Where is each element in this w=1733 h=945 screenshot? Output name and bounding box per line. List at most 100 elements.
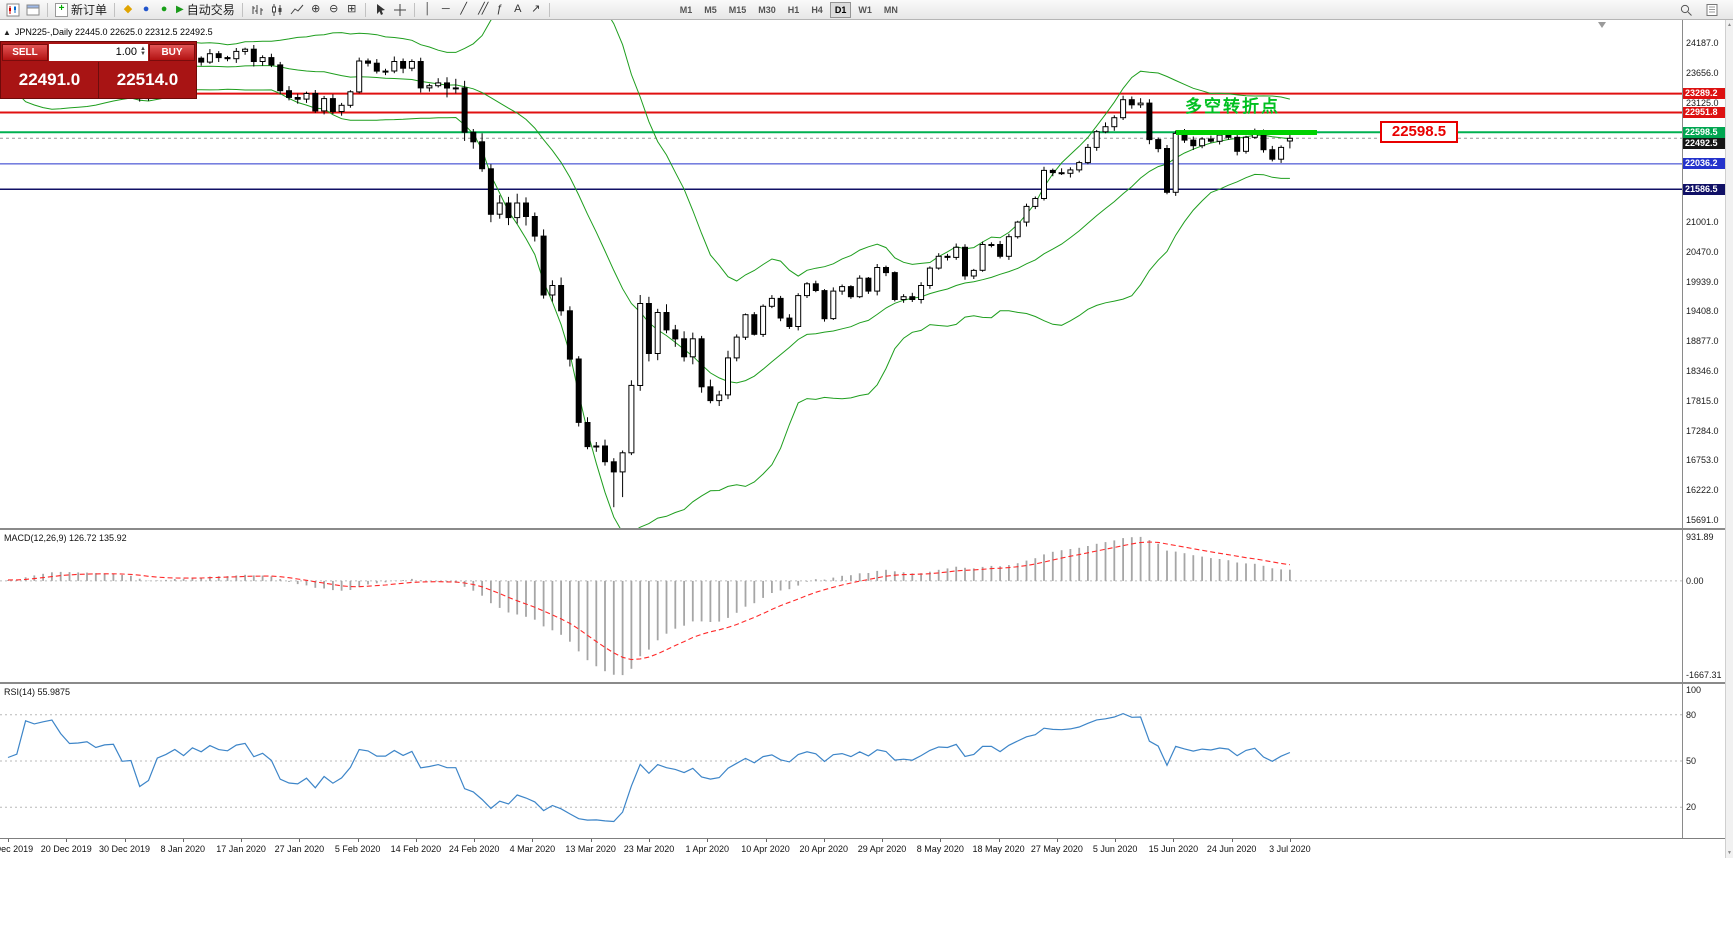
- notes-button[interactable]: [1702, 1, 1722, 19]
- date-tick: [823, 839, 825, 842]
- refresh-icon: ●: [160, 3, 168, 15]
- date-tick: [707, 839, 709, 842]
- one-click-collapse-icon[interactable]: ▲: [3, 27, 11, 37]
- timeframe-m30[interactable]: M30: [753, 2, 781, 18]
- date-label: 1 Apr 2020: [685, 844, 729, 854]
- fibonacci-button[interactable]: ƒ: [491, 1, 509, 19]
- scroll-down-icon[interactable]: ▼: [1727, 850, 1732, 856]
- date-label: 5 Feb 2020: [334, 844, 381, 854]
- timeframe-m1[interactable]: M1: [675, 2, 698, 18]
- timeframe-mn[interactable]: MN: [879, 2, 903, 18]
- candlestick-icon: [271, 3, 282, 16]
- date-tick: [1289, 839, 1291, 842]
- timeframe-h4[interactable]: H4: [806, 2, 828, 18]
- date-label: 29 Apr 2020: [857, 844, 907, 854]
- date-label: 14 Feb 2020: [390, 844, 442, 854]
- date-axis[interactable]: 11 Dec 2019 20 Dec 2019 30 Dec 2019 8 Jan 2…: [0, 838, 1733, 858]
- favorites-button[interactable]: ◆: [119, 1, 137, 19]
- turning-point-text[interactable]: 多空转折点: [1185, 97, 1280, 116]
- axis-label: 15691.0: [1686, 515, 1719, 526]
- zoom-out-icon: ⊖: [329, 3, 339, 15]
- date-label: 13 Mar 2020: [565, 844, 616, 854]
- axis-label: 18346.0: [1686, 366, 1719, 377]
- bar-chart-button[interactable]: [247, 1, 267, 19]
- community-button[interactable]: ●: [137, 1, 155, 19]
- text-tool-button[interactable]: A: [509, 1, 527, 19]
- chart-shift-marker[interactable]: [1598, 22, 1606, 28]
- line-chart-button[interactable]: [287, 1, 307, 19]
- buy-button[interactable]: BUY: [149, 43, 195, 61]
- pane-divider[interactable]: [0, 682, 1733, 684]
- chart-scrollbar[interactable]: ▲ ▼: [1725, 20, 1733, 858]
- date-tick: [882, 839, 884, 842]
- tile-windows-button[interactable]: ⊞: [343, 1, 361, 19]
- spinner-down-icon[interactable]: ▼: [140, 51, 146, 57]
- zoom-out-button[interactable]: ⊖: [325, 1, 343, 19]
- rsi-canvas[interactable]: [0, 684, 1682, 838]
- new-order-icon: +: [55, 2, 68, 17]
- arrow-tool-button[interactable]: ↗: [527, 1, 545, 19]
- search-icon: [1680, 4, 1692, 16]
- axis-label: 20470.0: [1686, 246, 1719, 257]
- horizontal-line-button[interactable]: ─: [437, 1, 455, 19]
- price-tag: 22492.5: [1683, 138, 1727, 150]
- axis-label: 18877.0: [1686, 336, 1719, 347]
- timeframe-w1[interactable]: W1: [853, 2, 877, 18]
- new-order-button[interactable]: + 新订单: [52, 1, 110, 19]
- bar-chart-icon: [252, 4, 263, 15]
- buy-price[interactable]: 22514.0: [116, 70, 179, 89]
- timeframe-d1[interactable]: D1: [829, 1, 852, 18]
- zoom-in-button[interactable]: ⊕: [307, 1, 325, 19]
- channel-button[interactable]: ╱╱: [473, 1, 491, 19]
- profiles-button[interactable]: [23, 1, 43, 19]
- date-tick: [415, 839, 417, 842]
- date-label: 3 Jul 2020: [1269, 844, 1311, 854]
- sell-price[interactable]: 22491.0: [1, 62, 99, 98]
- candlestick-chart-button[interactable]: [267, 1, 287, 19]
- timeframe-h1[interactable]: H1: [783, 2, 805, 18]
- trendline-button[interactable]: ╱: [455, 1, 473, 19]
- pane-divider[interactable]: [0, 528, 1733, 530]
- date-label: 20 Apr 2020: [799, 844, 849, 854]
- cursor-button[interactable]: [370, 1, 390, 19]
- price-annotation-box[interactable]: 22598.5: [1380, 121, 1458, 143]
- spinner-up-icon[interactable]: ▲: [140, 46, 146, 52]
- cursor-icon: [376, 3, 385, 15]
- axis-label: 16222.0: [1686, 485, 1719, 496]
- turning-point-line[interactable]: [1176, 130, 1317, 135]
- date-tick: [1231, 839, 1233, 842]
- volume-field[interactable]: 1.00 ▲ ▼: [49, 43, 148, 61]
- timeframe-m15[interactable]: M15: [724, 2, 752, 18]
- toolbar-separator: [47, 2, 48, 17]
- toolbar-separator: [364, 2, 366, 17]
- sell-button[interactable]: SELL: [2, 43, 48, 61]
- axis-label: 23656.0: [1686, 67, 1719, 78]
- timeframe-toolbar: M1 M5 M15 M30 H1 H4 D1 W1 MN: [674, 1, 904, 18]
- favorites-icon: ◆: [123, 3, 133, 15]
- date-tick: [532, 839, 534, 842]
- date-label: 24 Jun 2020: [1206, 844, 1257, 854]
- autotrading-button[interactable]: ▶ 自动交易: [173, 1, 238, 19]
- date-tick: [66, 839, 68, 842]
- price-tag: 21586.5: [1683, 183, 1727, 195]
- candlesticks: [5, 45, 1293, 508]
- scroll-up-icon[interactable]: ▲: [1727, 22, 1732, 28]
- new-chart-button[interactable]: [3, 1, 23, 19]
- refresh-button[interactable]: ●: [155, 1, 173, 19]
- date-tick: [590, 839, 592, 842]
- axis-label: 23125.0: [1686, 97, 1719, 108]
- price-tag: 23289.2: [1683, 88, 1727, 100]
- macd-canvas[interactable]: [0, 530, 1682, 682]
- timeframe-m5[interactable]: M5: [699, 2, 722, 18]
- date-label: 11 Dec 2019: [0, 844, 34, 854]
- search-button[interactable]: [1676, 1, 1696, 19]
- one-click-trading-panel: SELL 1.00 ▲ ▼ BUY 22491.0 22514.0: [0, 41, 197, 99]
- toolbar-separator: [413, 2, 415, 17]
- main-chart-canvas[interactable]: [0, 20, 1682, 528]
- vertical-line-button[interactable]: │: [419, 1, 437, 19]
- macd-label: MACD(12,26,9) 126.72 135.92: [4, 533, 127, 543]
- crosshair-button[interactable]: [390, 1, 410, 19]
- fibonacci-icon: ƒ: [496, 3, 503, 15]
- volume-spinner[interactable]: ▲ ▼: [140, 46, 146, 57]
- price-axis-border: [1682, 20, 1683, 858]
